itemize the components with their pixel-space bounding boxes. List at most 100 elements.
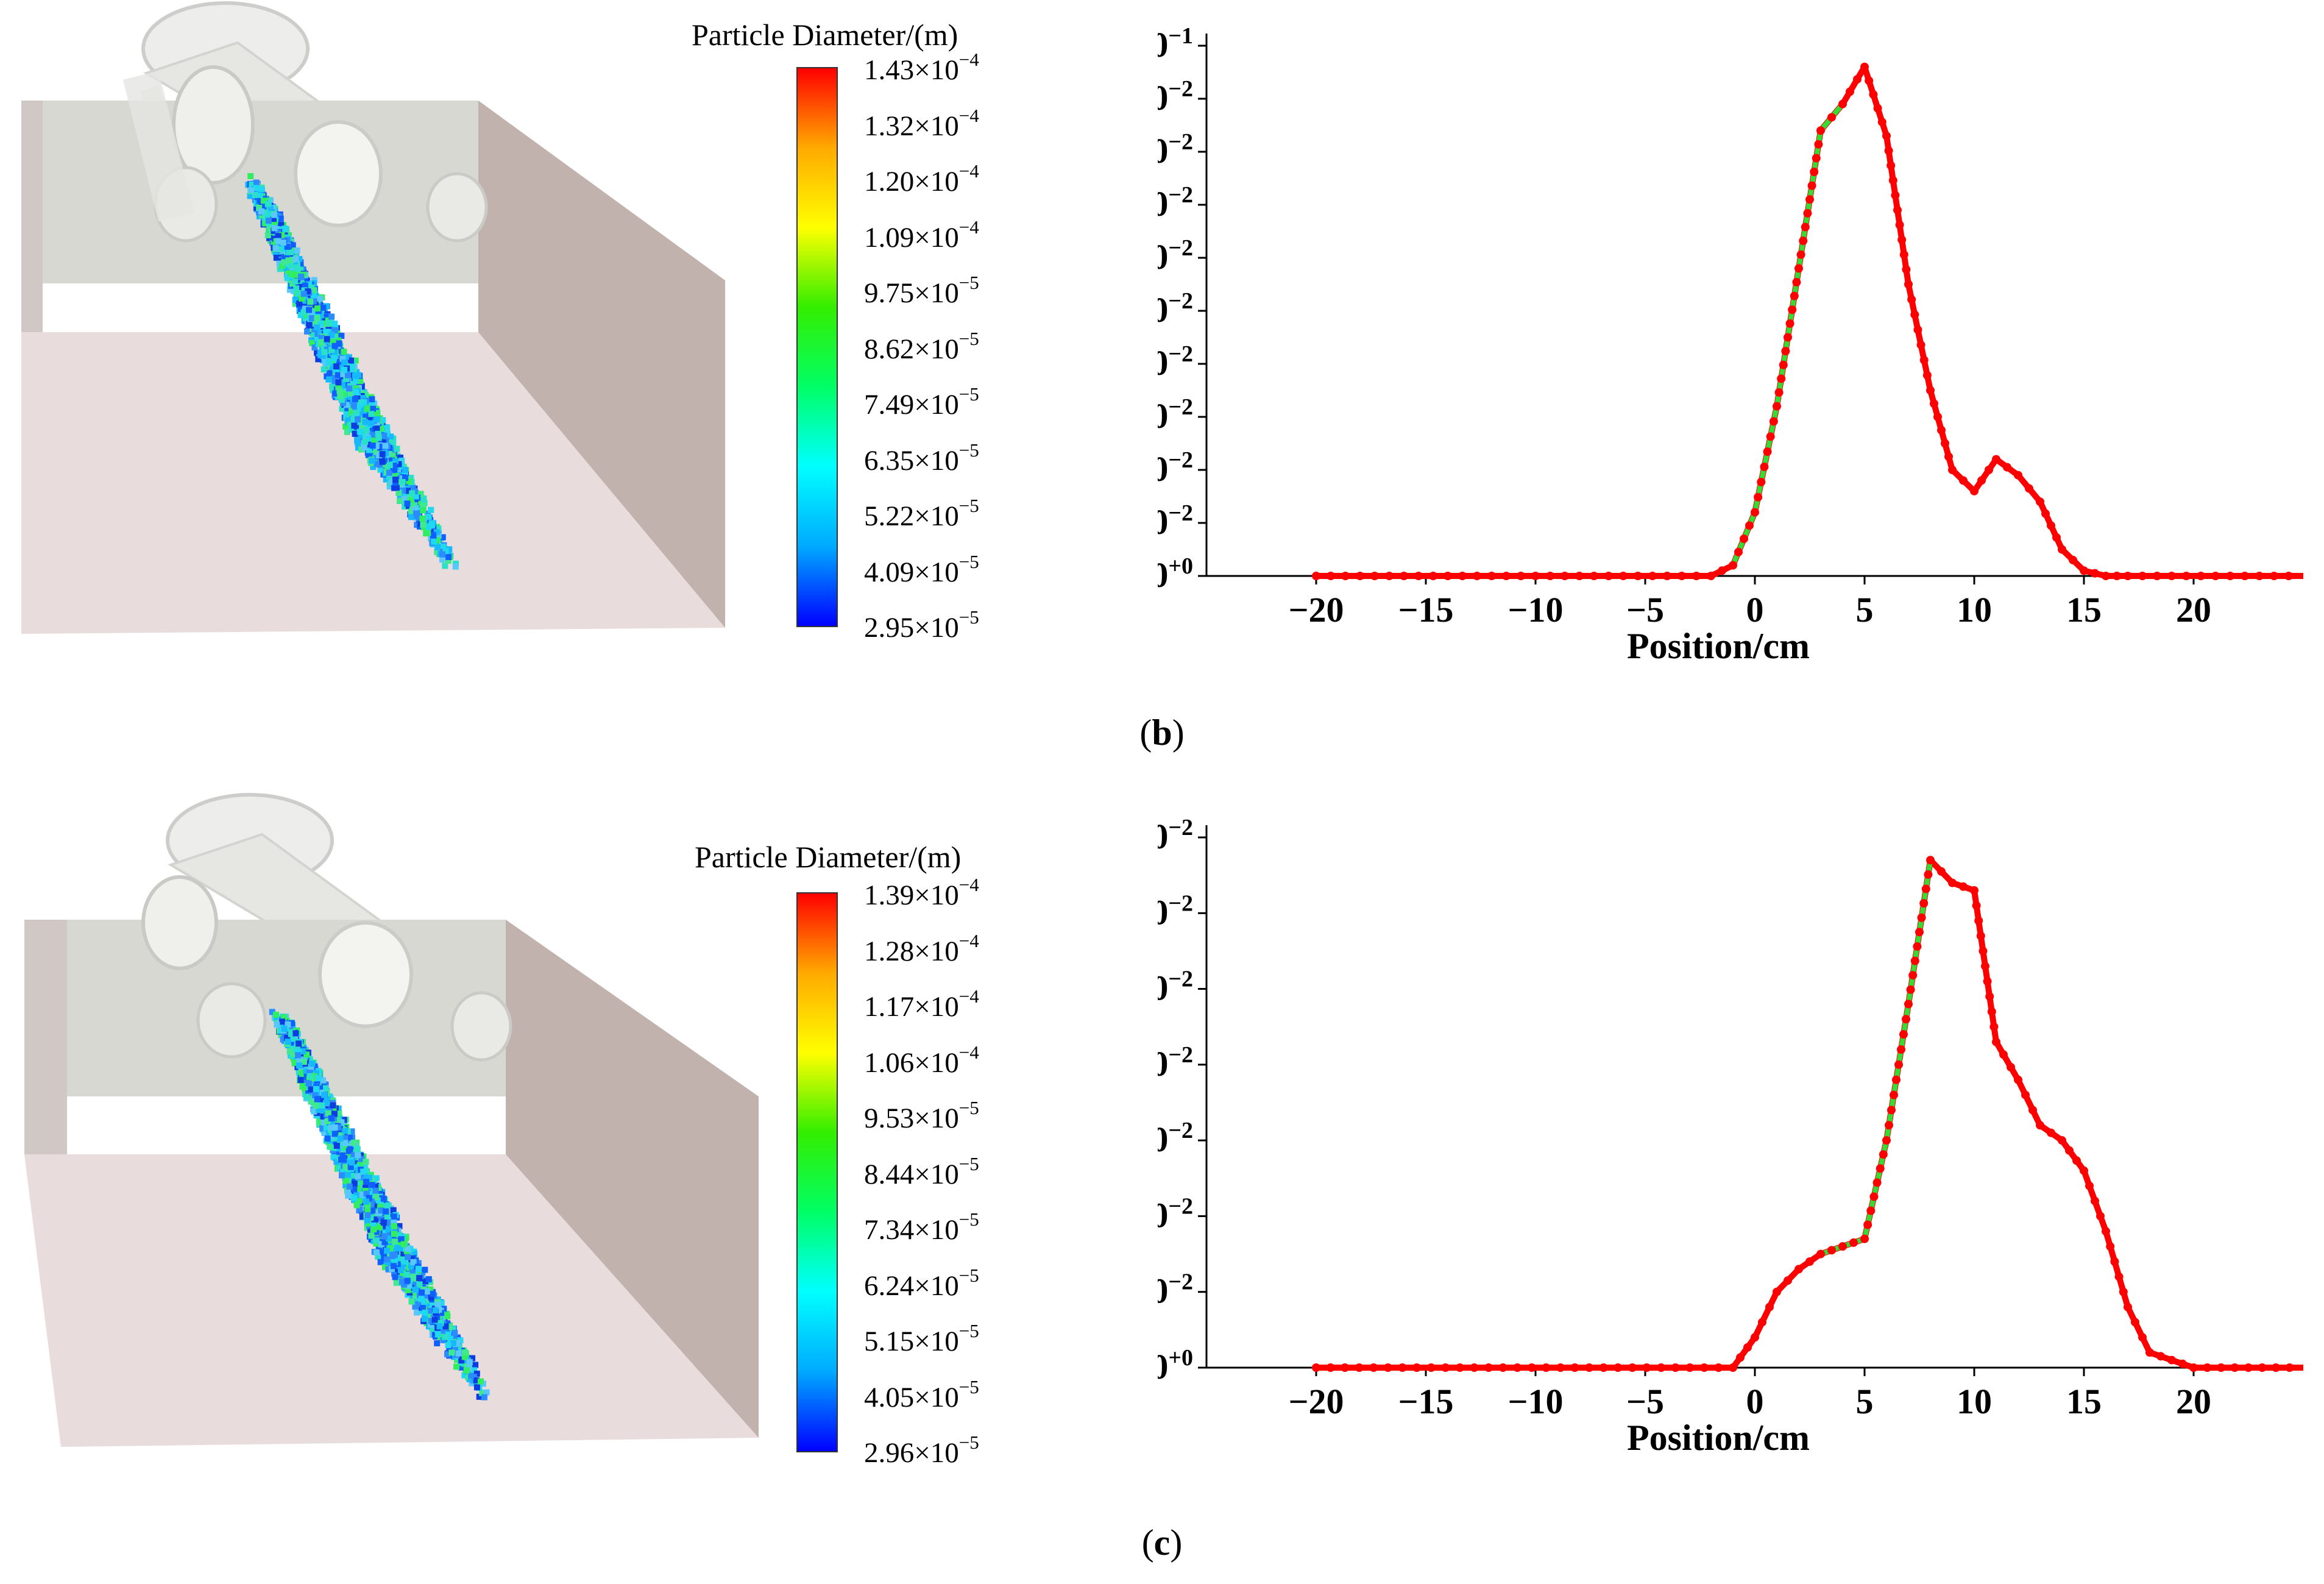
data-point bbox=[1910, 310, 1919, 319]
data-point bbox=[1801, 222, 1810, 232]
data-point bbox=[1760, 463, 1769, 472]
data-point bbox=[1910, 956, 1919, 965]
data-point bbox=[1827, 113, 1836, 122]
data-point bbox=[1941, 439, 1949, 448]
data-point bbox=[2106, 1242, 2115, 1251]
data-point bbox=[1944, 452, 1953, 461]
data-point bbox=[2069, 555, 2077, 564]
data-point bbox=[1882, 131, 1891, 140]
box-gap bbox=[67, 1096, 506, 1154]
x-tick-label: 10 bbox=[1957, 1382, 1992, 1421]
data-point bbox=[1976, 931, 1985, 940]
colorbar-title: Particle Diameter/(m) bbox=[692, 18, 958, 52]
data-point bbox=[1970, 886, 1979, 895]
data-point bbox=[1849, 1238, 1858, 1247]
data-point bbox=[1779, 360, 1788, 369]
data-point bbox=[2091, 1196, 2099, 1206]
y-tick-label: 0.0×10+0 bbox=[1158, 553, 1193, 595]
data-point bbox=[1899, 250, 1908, 259]
data-point bbox=[1327, 572, 1335, 580]
data-point bbox=[1312, 572, 1320, 580]
data-point bbox=[1517, 572, 1525, 580]
data-point bbox=[1979, 946, 1988, 956]
x-tick-label: 5 bbox=[1856, 1382, 1874, 1421]
data-point bbox=[2058, 545, 2066, 554]
colorbar-tick-label: 8.62×10−5 bbox=[864, 327, 979, 365]
data-point bbox=[1816, 126, 1825, 135]
x-tick-label: −5 bbox=[1626, 1382, 1664, 1421]
data-point bbox=[2197, 572, 2205, 580]
colorbar-tick-label: 7.49×10−5 bbox=[864, 383, 979, 421]
data-point bbox=[1989, 1022, 1999, 1031]
data-point bbox=[1777, 374, 1786, 383]
data-point bbox=[1876, 1164, 1885, 1173]
y-tick-label: 3.0×10−2 bbox=[1158, 1118, 1193, 1159]
box-top-face bbox=[24, 920, 506, 1096]
data-point bbox=[1663, 572, 1671, 580]
colorbar-gradient bbox=[796, 67, 838, 627]
data-point bbox=[1774, 388, 1784, 397]
data-point bbox=[1498, 1363, 1507, 1372]
data-point bbox=[1907, 295, 1916, 304]
data-point bbox=[2036, 1121, 2044, 1130]
data-point bbox=[2102, 572, 2110, 580]
data-point bbox=[1899, 1030, 1908, 1039]
y-tick-label: 9.0×10−2 bbox=[1158, 76, 1193, 118]
data-point bbox=[1745, 521, 1754, 530]
y-tick-label: 5.0×10−2 bbox=[1158, 967, 1193, 1008]
data-point bbox=[1884, 146, 1893, 155]
data-point bbox=[2072, 1156, 2081, 1165]
data-point bbox=[1729, 561, 1737, 570]
data-point bbox=[2258, 1363, 2267, 1372]
y-tick-label: 2.0×10−2 bbox=[1158, 1193, 1193, 1235]
data-point bbox=[2167, 572, 2176, 580]
data-point bbox=[1790, 291, 1799, 300]
data-point bbox=[1799, 236, 1808, 246]
data-point bbox=[1326, 1363, 1335, 1372]
data-point bbox=[1922, 371, 1932, 380]
data-point bbox=[2131, 1318, 2139, 1327]
data-point bbox=[1902, 1015, 1910, 1024]
data-point bbox=[2096, 1212, 2105, 1221]
box-front-face bbox=[24, 1154, 759, 1447]
data-point bbox=[1921, 884, 1930, 893]
y-tick-label: 6.0×10−2 bbox=[1158, 890, 1193, 932]
data-point bbox=[1974, 916, 1983, 925]
data-point bbox=[1599, 1363, 1608, 1372]
data-point bbox=[1919, 355, 1929, 364]
colorbar-tick-label: 1.28×10−4 bbox=[864, 929, 979, 967]
colorbar-tick-label: 6.35×10−5 bbox=[864, 439, 979, 477]
series-line bbox=[1316, 63, 2303, 579]
x-tick-label: −5 bbox=[1626, 590, 1664, 630]
data-point bbox=[1893, 205, 1902, 215]
data-point bbox=[1827, 1246, 1836, 1255]
data-point bbox=[1355, 1363, 1364, 1372]
colorbar-tick-label: 1.43×10−4 bbox=[864, 49, 979, 86]
data-point bbox=[1740, 535, 1748, 544]
x-tick-label: −20 bbox=[1288, 1382, 1344, 1421]
data-point bbox=[1904, 1000, 1913, 1009]
colorbar-tick-label: 6.24×10−5 bbox=[864, 1264, 979, 1302]
data-point bbox=[1872, 1178, 1882, 1187]
data-point bbox=[1444, 572, 1452, 580]
data-point bbox=[2124, 572, 2132, 580]
y-tick-label: 4.0×10−2 bbox=[1158, 341, 1193, 383]
data-point bbox=[1992, 455, 2000, 464]
x-tick-label: −10 bbox=[1507, 590, 1563, 630]
data-point bbox=[2244, 1363, 2253, 1372]
colorbar-tick-label: 1.20×10−4 bbox=[864, 160, 979, 197]
data-point bbox=[1773, 1287, 1781, 1296]
data-point bbox=[2047, 1128, 2055, 1137]
data-point bbox=[2014, 1075, 2022, 1084]
x-tick-label: −15 bbox=[1398, 1382, 1453, 1421]
x-tick-label: 0 bbox=[1746, 1382, 1764, 1421]
particle-plume bbox=[245, 173, 459, 570]
data-point bbox=[2091, 569, 2099, 578]
particle-scene-c bbox=[24, 793, 759, 1447]
data-point bbox=[1561, 572, 1569, 580]
data-point bbox=[1913, 325, 1922, 335]
data-point bbox=[2226, 572, 2234, 580]
data-point bbox=[2047, 521, 2055, 530]
data-point bbox=[1604, 572, 1613, 580]
data-point bbox=[1736, 1353, 1745, 1362]
